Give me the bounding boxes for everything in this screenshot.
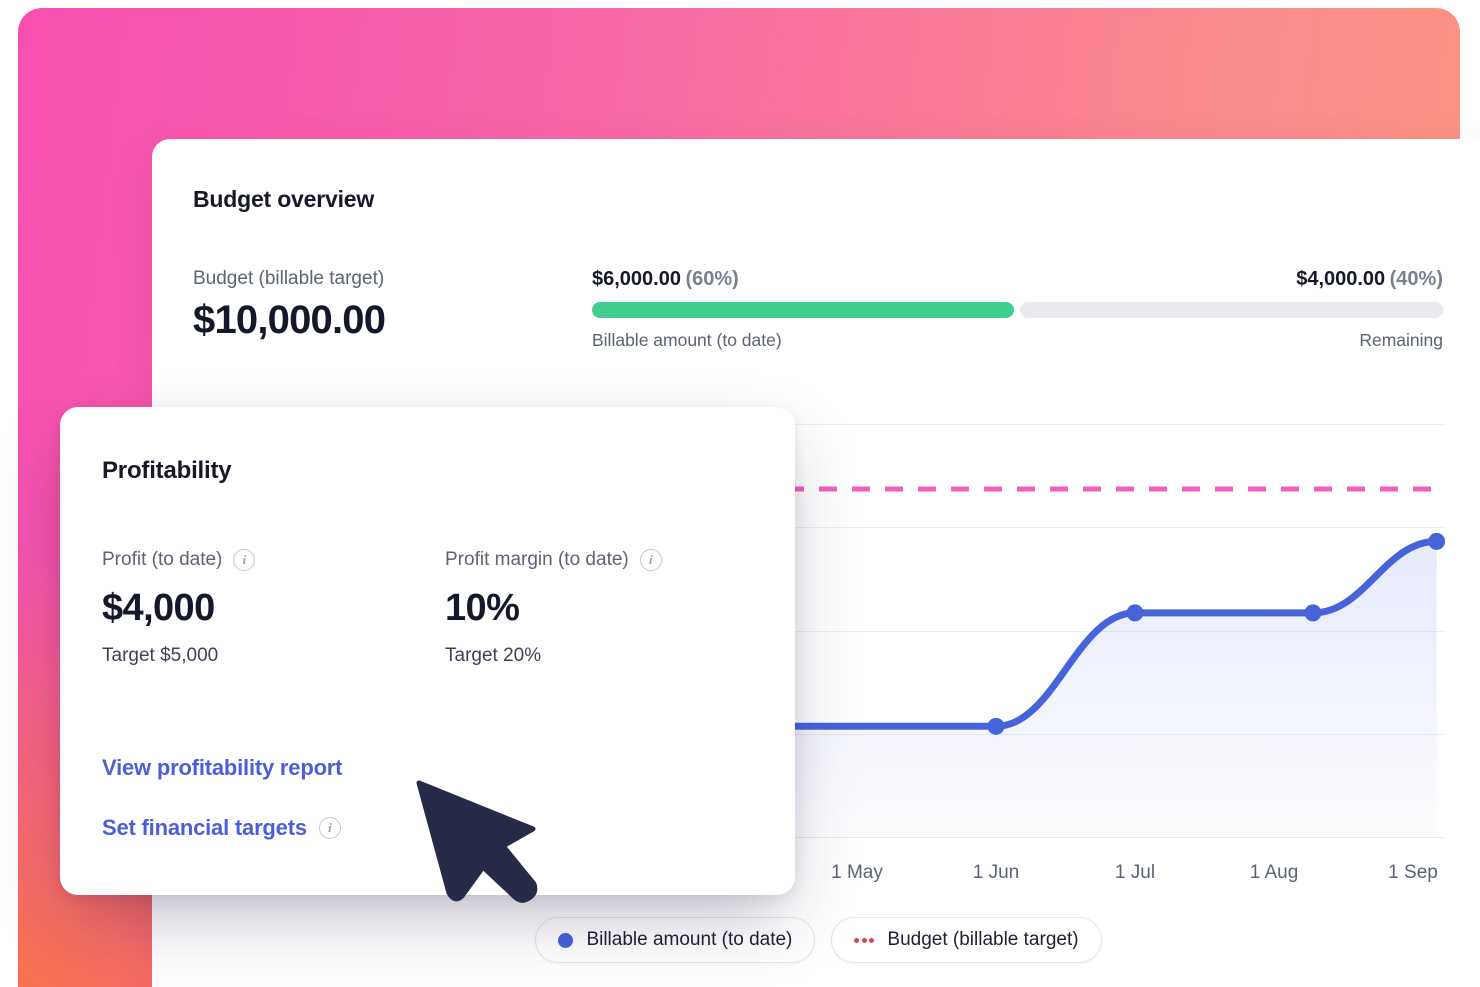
view-profitability-report-link[interactable]: View profitability report (102, 755, 343, 781)
progress-bar-billable-segment (592, 302, 1015, 318)
remaining-amount-value: $4,000.00 (1296, 268, 1386, 290)
remaining-amount: $4,000.00 (40%) (1296, 268, 1443, 291)
x-axis-label: 1 May (831, 862, 883, 883)
set-financial-targets-label: Set financial targets (102, 815, 307, 840)
data-point[interactable] (1304, 604, 1322, 622)
profit-label: Profit (to date) (102, 549, 223, 570)
remaining-label: Remaining (1359, 330, 1443, 350)
x-axis-label: 1 Sep (1388, 862, 1438, 883)
progress-amounts: $6,000.00 (60%) $4,000.00 (40%) (592, 268, 1443, 291)
progress-bar-remaining-segment (1020, 302, 1443, 318)
margin-label-row: Profit margin (to date) i (445, 549, 765, 571)
data-point[interactable] (1126, 604, 1144, 622)
x-axis-labels: 1 May 1 Jun 1 Jul 1 Aug 1 Sep (192, 862, 1445, 888)
info-icon[interactable]: i (318, 817, 341, 839)
gridline (192, 424, 1445, 425)
billable-amount-value: $6,000.00 (592, 268, 681, 290)
legend-item-billable[interactable]: Billable amount (to date) (535, 917, 816, 963)
progress-labels: Billable amount (to date) Remaining (592, 330, 1443, 351)
info-icon[interactable]: i (233, 549, 256, 571)
profitability-title: Profitability (102, 457, 232, 484)
progress-bar (592, 302, 1443, 318)
profit-metric: Profit (to date) i $4,000 Target $5,000 (102, 549, 432, 667)
budget-progress: $6,000.00 (60%) $4,000.00 (40%) Billable… (592, 268, 1443, 351)
x-axis-label: 1 Jun (972, 862, 1020, 883)
budget-summary: Budget (billable target) $10,000.00 (193, 268, 386, 343)
profit-label-row: Profit (to date) i (102, 549, 432, 571)
profit-margin-value: 10% (445, 587, 520, 629)
legend-billable-label: Billable amount (to date) (586, 929, 793, 950)
budget-value: $10,000.00 (193, 298, 386, 342)
profitability-card: Profitability Profit (to date) i $4,000 … (60, 407, 795, 895)
data-point[interactable] (987, 717, 1005, 735)
billable-label: Billable amount (to date) (592, 330, 782, 350)
chart-legend: Billable amount (to date) Budget (billab… (192, 917, 1445, 963)
series-data-points (987, 532, 1446, 735)
x-axis-label: 1 Jul (1114, 862, 1156, 883)
profit-margin-label: Profit margin (to date) (445, 549, 629, 570)
profit-target: Target $5,000 (102, 645, 219, 666)
gridline (192, 631, 1445, 632)
data-point[interactable] (1428, 532, 1446, 550)
legend-dotted-line-icon (854, 937, 875, 943)
remaining-amount-percent: (40%) (1389, 268, 1443, 290)
budget-overview-title: Budget overview (193, 186, 375, 212)
billable-amount: $6,000.00 (60%) (592, 268, 739, 291)
x-axis-label: 1 Aug (1249, 862, 1299, 883)
profit-margin-metric: Profit margin (to date) i 10% Target 20% (445, 549, 765, 667)
profit-margin-target: Target 20% (445, 645, 542, 666)
info-icon[interactable]: i (639, 549, 662, 571)
budget-label: Budget (billable target) (193, 268, 385, 289)
legend-item-budget[interactable]: Budget (billable target) (831, 917, 1102, 963)
billable-amount-percent: (60%) (685, 268, 739, 290)
set-financial-targets-link[interactable]: Set financial targets i (102, 815, 341, 841)
legend-budget-label: Budget (billable target) (887, 929, 1079, 950)
profit-value: $4,000 (102, 587, 215, 629)
legend-dot-icon (558, 932, 574, 948)
gridline (192, 527, 1445, 528)
view-profitability-report-label: View profitability report (102, 755, 343, 780)
